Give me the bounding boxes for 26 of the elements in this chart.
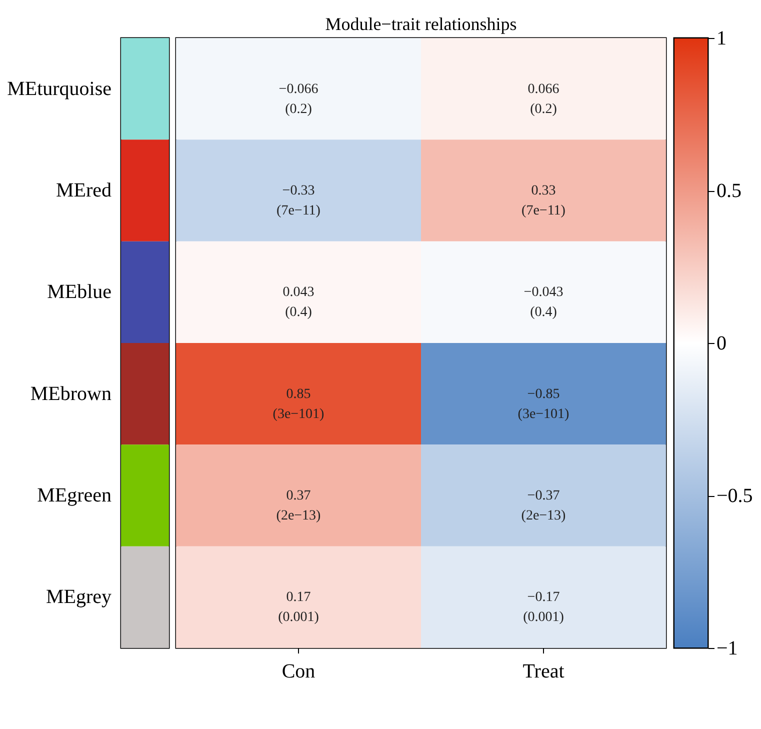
data-label: 0.17 (0.001)	[278, 590, 320, 626]
color-bar-label: −0.5	[716, 485, 753, 507]
y-tick-label: MEgrey	[46, 586, 112, 608]
data-label: 0.85 (3e−101)	[272, 386, 325, 422]
color-bar-label: 0.5	[716, 180, 742, 202]
color-bar-label: 1	[716, 28, 726, 50]
data-label: 0.37 (2e−13)	[276, 488, 322, 524]
data-label: −0.33 (7e−11)	[276, 184, 321, 218]
data-label: 0.043 (0.4)	[282, 285, 314, 320]
data-label: −0.37 (2e−13)	[521, 488, 566, 524]
data-label: −0.066 (0.2)	[278, 82, 318, 117]
color-bar-label: −1	[716, 638, 738, 660]
data-label: 0.33 (7e−11)	[522, 184, 566, 218]
y-tick-label: MEgreen	[37, 484, 112, 506]
y-tick-label: MEturquoise	[7, 78, 112, 100]
data-label: 0.066 (0.2)	[528, 82, 560, 117]
data-label: −0.043 (0.4)	[524, 285, 564, 320]
y-tick-label: MEred	[56, 180, 112, 202]
color-bar-label: 0	[716, 332, 726, 354]
chart-title: Module−trait relationships	[325, 14, 517, 34]
y-tick-label: MEbrown	[30, 382, 112, 405]
y-tick-label: MEblue	[47, 281, 112, 304]
x-tick-label: Treat	[522, 660, 565, 682]
x-tick-label: Con	[282, 660, 316, 682]
data-label: −0.85 (3e−101)	[518, 386, 570, 422]
data-label: −0.17 (0.001)	[523, 590, 564, 626]
